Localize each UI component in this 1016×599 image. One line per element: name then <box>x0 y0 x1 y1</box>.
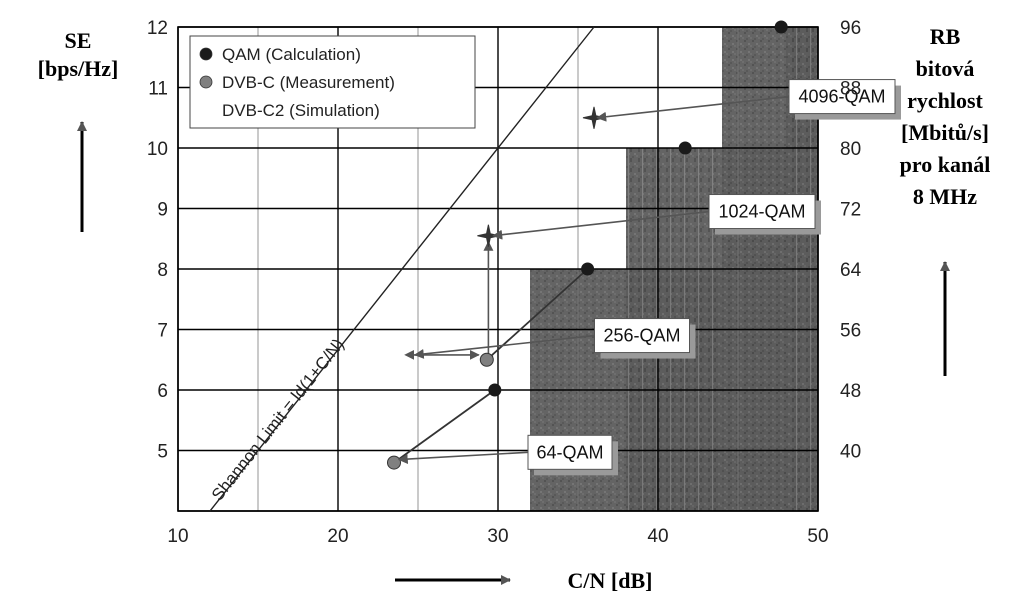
legend-label: DVB-C2 (Simulation) <box>222 101 380 120</box>
y-axis-label-right: bitová <box>916 56 975 81</box>
y-right-tick-label: 72 <box>840 200 861 221</box>
y-right-tick-label: 40 <box>840 442 861 463</box>
annotation-box <box>594 318 690 354</box>
annotation-arrow <box>397 451 529 465</box>
annotation-arrow <box>596 95 790 122</box>
annotation-arrow <box>492 210 710 240</box>
y-tick-label: 12 <box>147 18 168 39</box>
annotation-arrow <box>413 334 595 359</box>
y-axis-label-right: [Mbitů/s] <box>901 120 989 145</box>
annotation-label: 256-QAM <box>603 326 680 346</box>
annotation-label: 4096-QAM <box>798 87 885 107</box>
x-tick-label: 30 <box>487 526 508 547</box>
legend-label: DVB-C (Measurement) <box>222 73 395 92</box>
x-tick-label: 50 <box>807 526 828 547</box>
annotation-boxes: 64-QAM 256-QAM 1024-QAM 4096-QAM <box>397 79 901 476</box>
shannon-limit-line <box>209 26 595 512</box>
annotation-box <box>788 79 896 115</box>
legend-box <box>189 35 476 129</box>
y-axis-label-right: 8 MHz <box>913 184 977 209</box>
axis-labels: SE [bps/Hz] RB bitová rychlost [Mbitů/s] pro k… <box>38 24 991 593</box>
y-axis-label-left: [bps/Hz] <box>38 56 119 81</box>
qam-point <box>488 383 502 397</box>
y-tick-label: 11 <box>148 79 168 100</box>
legend: QAM (Calculation) DVB-C (Measurement) DVB-… <box>189 35 476 129</box>
qam-point <box>678 141 692 155</box>
y-right-tick-label: 56 <box>840 321 861 342</box>
annotation-label: 64-QAM <box>536 442 603 462</box>
legend-marker <box>199 47 213 61</box>
annotation-box <box>527 434 613 470</box>
qam-point <box>581 262 595 276</box>
y-tick-label: 10 <box>147 139 168 160</box>
x-tick-label: 10 <box>167 526 188 547</box>
y-axis-label-right: pro kanál <box>900 152 991 177</box>
y-right-tick-label: 88 <box>840 79 861 100</box>
x-axis-label: C/N [dB] <box>568 568 653 593</box>
legend-marker <box>199 75 213 89</box>
series-link-line <box>393 389 496 464</box>
dvbc-point <box>387 455 401 470</box>
y-right-tick-label: 80 <box>840 139 861 160</box>
plot-border <box>177 26 819 512</box>
y-axis-label-right: rychlost <box>907 88 983 113</box>
y-tick-label: 6 <box>157 381 168 402</box>
x-tick-label: 20 <box>327 526 348 547</box>
y-tick-label: 7 <box>157 321 168 342</box>
y-axis-label-left: SE <box>65 28 92 53</box>
y-right-tick-label: 96 <box>840 18 861 39</box>
legend-label: QAM (Calculation) <box>222 45 361 64</box>
y-axis-label-right: RB <box>930 24 961 49</box>
y-right-tick-label: 48 <box>840 381 861 402</box>
y-tick-label: 8 <box>157 260 168 281</box>
annotation-box <box>708 194 816 230</box>
data-series <box>196 20 788 470</box>
y-right-tick-label: 64 <box>840 260 862 281</box>
y-tick-label: 5 <box>157 442 168 463</box>
dvbc-point <box>479 352 494 367</box>
qam-point <box>774 20 788 34</box>
x-tick-label: 40 <box>647 526 668 547</box>
y-tick-label: 9 <box>157 200 168 221</box>
annotation-label: 1024-QAM <box>718 202 805 222</box>
